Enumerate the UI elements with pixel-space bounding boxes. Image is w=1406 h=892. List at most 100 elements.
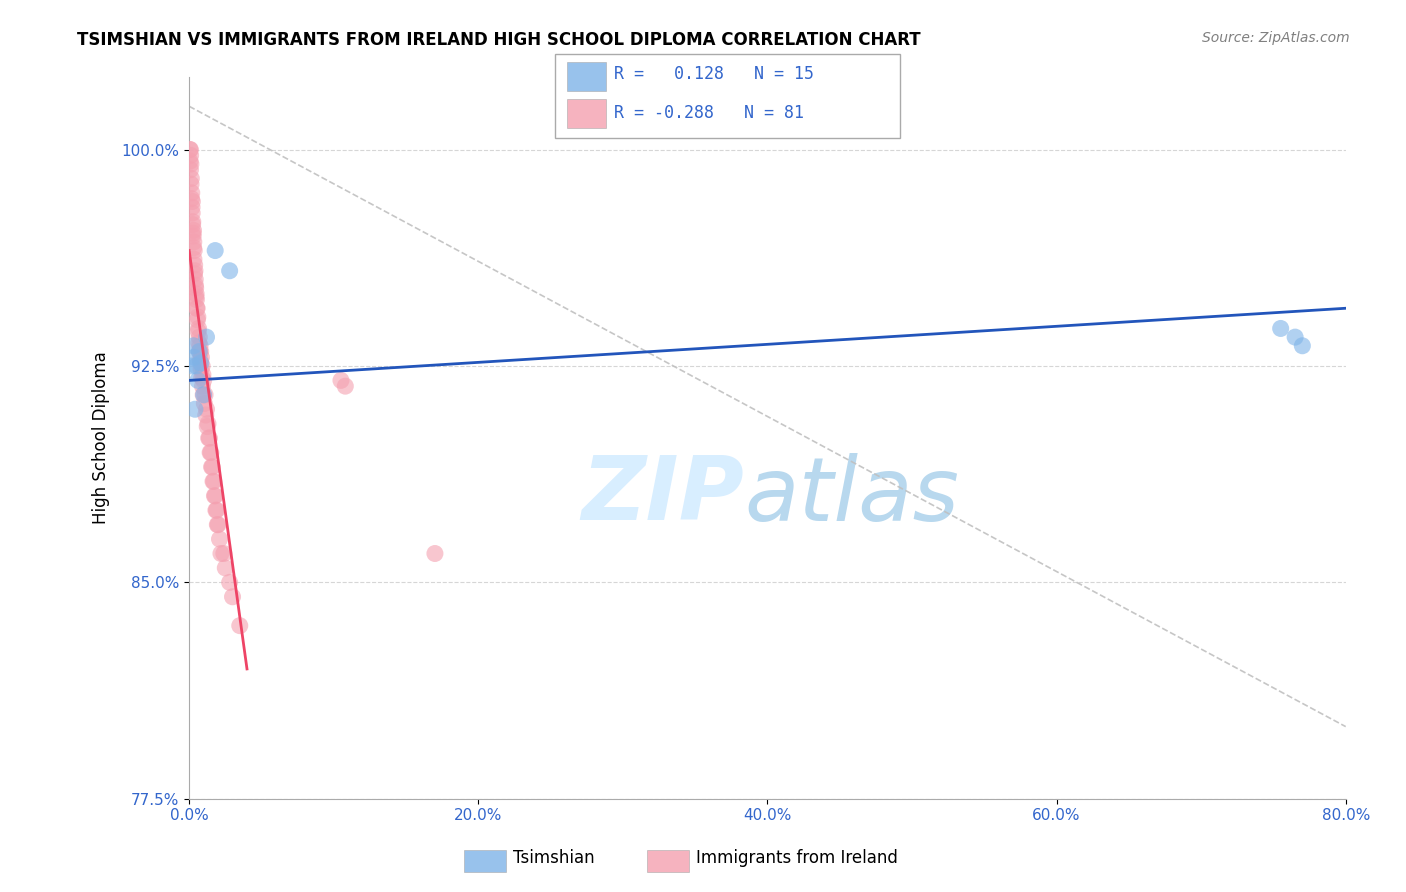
Point bbox=[181, 200, 204, 214]
Point bbox=[179, 162, 201, 177]
Point bbox=[188, 339, 211, 353]
Point bbox=[209, 547, 232, 561]
Point bbox=[180, 148, 202, 162]
Point bbox=[179, 143, 201, 157]
Point bbox=[200, 445, 222, 459]
Point bbox=[1291, 339, 1313, 353]
Point bbox=[186, 293, 208, 307]
Point bbox=[183, 252, 205, 267]
Point bbox=[229, 618, 252, 632]
Point bbox=[184, 402, 207, 417]
Point bbox=[205, 503, 228, 517]
Point bbox=[201, 459, 224, 474]
Point bbox=[191, 359, 214, 373]
Point bbox=[183, 267, 205, 281]
Point bbox=[198, 445, 221, 459]
Point bbox=[181, 215, 204, 229]
Point bbox=[194, 408, 217, 422]
Point bbox=[193, 396, 215, 410]
Point bbox=[186, 313, 208, 327]
Point bbox=[212, 547, 235, 561]
Point bbox=[187, 324, 209, 338]
Point bbox=[198, 431, 221, 445]
Text: R = -0.288   N = 81: R = -0.288 N = 81 bbox=[614, 104, 804, 122]
Point bbox=[214, 561, 236, 575]
Point bbox=[202, 475, 225, 489]
Point bbox=[180, 171, 202, 186]
Point bbox=[191, 379, 214, 393]
Point bbox=[195, 402, 218, 417]
Point bbox=[181, 206, 204, 220]
Text: Immigrants from Ireland: Immigrants from Ireland bbox=[696, 849, 898, 867]
Point bbox=[218, 575, 240, 590]
Point bbox=[183, 235, 205, 249]
Y-axis label: High School Diploma: High School Diploma bbox=[93, 351, 110, 524]
Point bbox=[190, 356, 212, 370]
Text: Tsimshian: Tsimshian bbox=[513, 849, 595, 867]
Point bbox=[180, 157, 202, 171]
Point bbox=[188, 330, 211, 344]
Point bbox=[335, 379, 357, 393]
Text: R =   0.128   N = 15: R = 0.128 N = 15 bbox=[614, 65, 814, 83]
Point bbox=[193, 388, 215, 402]
Point bbox=[184, 290, 207, 304]
Point bbox=[193, 388, 215, 402]
Text: atlas: atlas bbox=[744, 453, 959, 539]
Point bbox=[184, 264, 207, 278]
Point bbox=[191, 368, 214, 382]
Point bbox=[187, 335, 209, 350]
Point bbox=[208, 532, 231, 546]
Point bbox=[180, 177, 202, 191]
Point bbox=[200, 459, 222, 474]
Point bbox=[181, 226, 204, 240]
Point bbox=[197, 431, 219, 445]
Point bbox=[183, 244, 205, 258]
Point bbox=[183, 339, 205, 353]
Point bbox=[186, 359, 208, 373]
Point bbox=[180, 186, 202, 200]
Point bbox=[183, 223, 205, 237]
Point bbox=[207, 517, 229, 532]
Text: TSIMSHIAN VS IMMIGRANTS FROM IRELAND HIGH SCHOOL DIPLOMA CORRELATION CHART: TSIMSHIAN VS IMMIGRANTS FROM IRELAND HIG… bbox=[77, 31, 921, 49]
Point bbox=[190, 362, 212, 376]
Point bbox=[184, 272, 207, 286]
Point bbox=[194, 388, 217, 402]
Point bbox=[1284, 330, 1306, 344]
Point bbox=[179, 143, 201, 157]
Point bbox=[207, 517, 229, 532]
Point bbox=[423, 547, 446, 561]
Point bbox=[180, 192, 202, 206]
Point bbox=[181, 229, 204, 244]
Point bbox=[184, 281, 207, 295]
Point bbox=[184, 286, 207, 301]
Point bbox=[195, 330, 218, 344]
Point bbox=[1270, 321, 1292, 335]
Point bbox=[204, 244, 226, 258]
Point bbox=[181, 359, 204, 373]
Point bbox=[188, 344, 211, 359]
Point bbox=[186, 301, 208, 316]
Text: ZIP: ZIP bbox=[582, 452, 744, 540]
Text: Source: ZipAtlas.com: Source: ZipAtlas.com bbox=[1202, 31, 1350, 45]
Point bbox=[221, 590, 243, 604]
Point bbox=[183, 241, 205, 255]
Point bbox=[179, 154, 201, 169]
Point bbox=[183, 351, 205, 365]
Point bbox=[205, 503, 228, 517]
Point bbox=[184, 278, 207, 293]
Point bbox=[190, 351, 212, 365]
Point bbox=[181, 218, 204, 232]
Point bbox=[190, 344, 212, 359]
Point bbox=[183, 258, 205, 272]
Point bbox=[204, 489, 226, 503]
Point bbox=[187, 373, 209, 387]
Point bbox=[202, 475, 225, 489]
Point bbox=[181, 194, 204, 209]
Point bbox=[187, 321, 209, 335]
Point bbox=[195, 419, 218, 434]
Point bbox=[190, 370, 212, 384]
Point bbox=[188, 353, 211, 368]
Point bbox=[186, 301, 208, 316]
Point bbox=[188, 344, 211, 359]
Point bbox=[330, 373, 353, 387]
